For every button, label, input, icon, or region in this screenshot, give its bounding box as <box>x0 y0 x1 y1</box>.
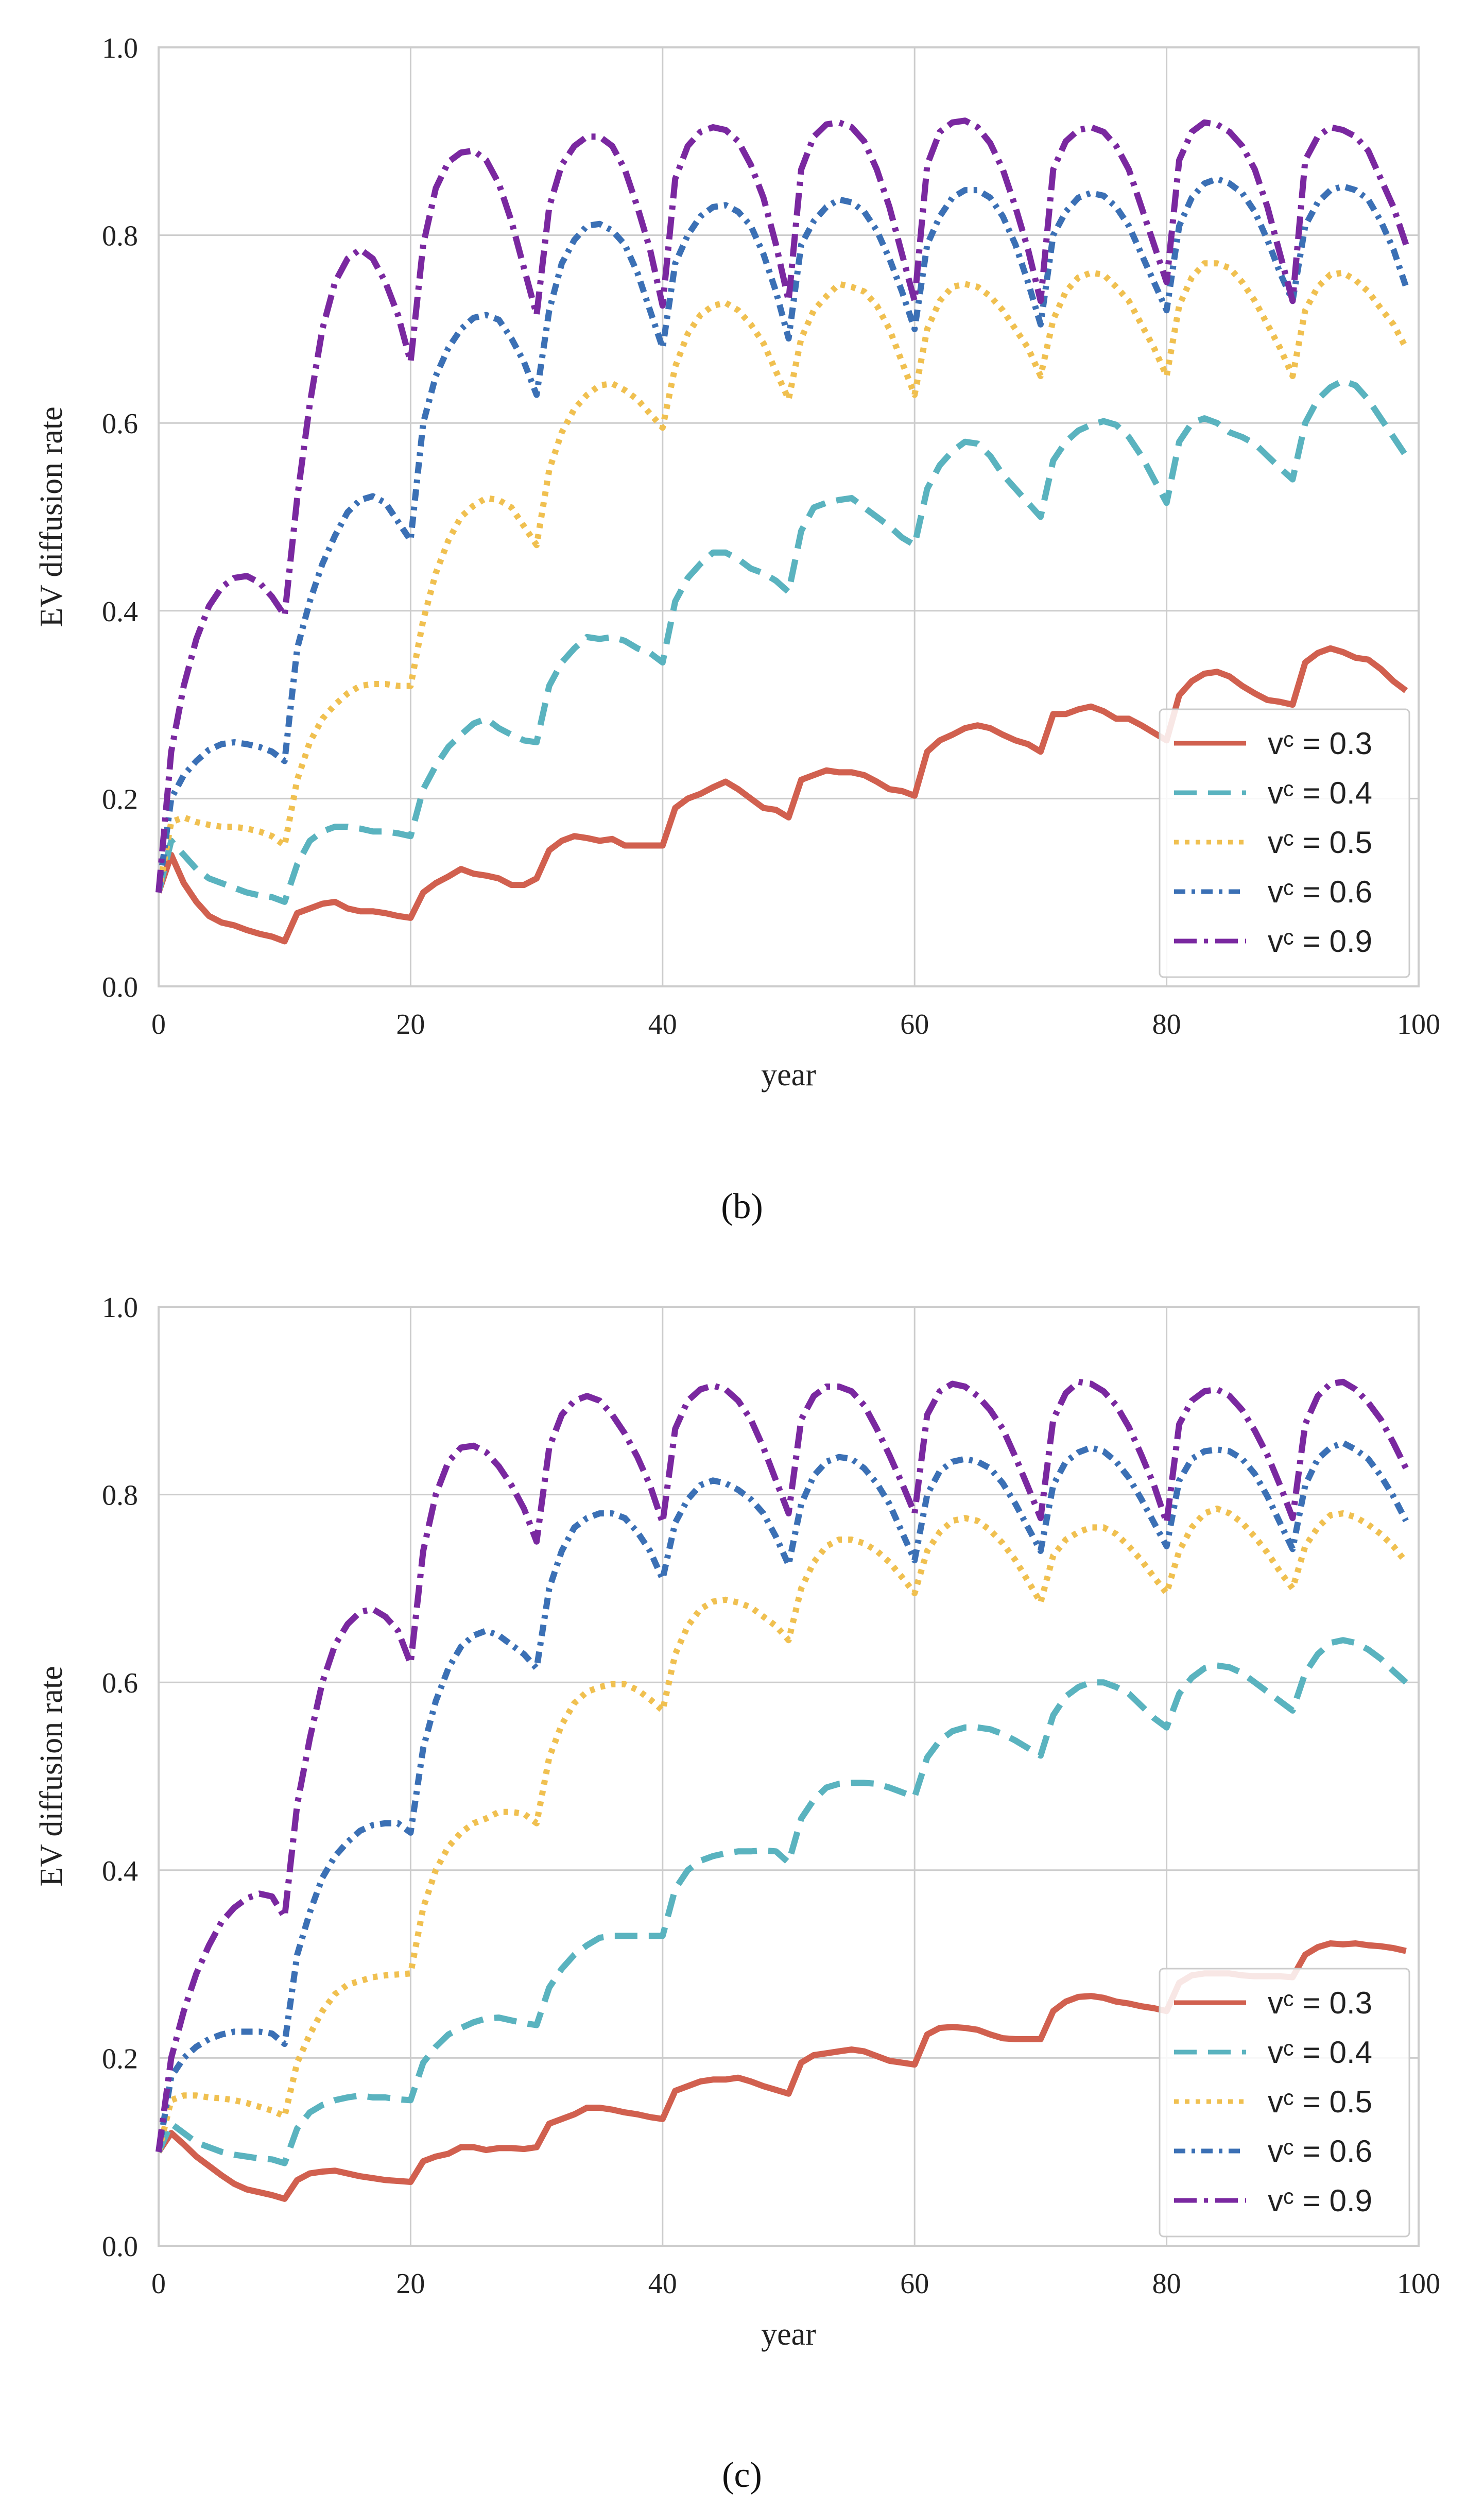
legend-label-4: vᶜ = 0.9 <box>1268 2183 1372 2218</box>
series-line-4 <box>156 117 1409 893</box>
plot-frame <box>158 1306 1420 2247</box>
x-tick-label: 100 <box>1397 2268 1440 2300</box>
legend-box <box>1159 708 1410 978</box>
chart-panel-b: 0 20 40 60 80 100 0.0 0.2 0.4 0.6 0.8 1.0 year EV dif… <box>34 32 1440 1092</box>
x-tick-label: 40 <box>648 1009 677 1040</box>
y-tick-label: 0.4 <box>102 1855 138 1887</box>
y-tick-label: 1.0 <box>102 32 138 64</box>
legend-label-1: vᶜ = 0.4 <box>1268 2035 1372 2070</box>
x-tick-label: 40 <box>648 2268 677 2300</box>
legend-label-4: vᶜ = 0.9 <box>1268 924 1372 959</box>
x-tick-label: 80 <box>1152 1009 1181 1040</box>
series-line-1 <box>156 378 1409 905</box>
legend-box <box>1159 1968 1410 2238</box>
chart-panel-c: 0 20 40 60 80 100 0.0 0.2 0.4 0.6 0.8 1.0 year EV dif… <box>34 1292 1440 2352</box>
y-tick-label: 0.0 <box>102 971 138 1003</box>
x-tick-label: 0 <box>151 1009 166 1040</box>
x-tick-label: 20 <box>396 2268 425 2300</box>
y-tick-label: 1.0 <box>102 1292 138 1324</box>
plot-frame <box>158 46 1420 987</box>
y-tick-label: 0.8 <box>102 1480 138 1512</box>
y-axis-label: EV diffusion rate <box>34 1666 69 1886</box>
legend-label-3: vᶜ = 0.6 <box>1268 2134 1372 2168</box>
legend-label-0: vᶜ = 0.3 <box>1268 1986 1372 2020</box>
y-tick-label: 0.6 <box>102 408 138 440</box>
x-tick-label: 0 <box>151 2268 166 2300</box>
y-tick-label: 0.2 <box>102 783 138 815</box>
series-line-0 <box>156 645 1408 945</box>
series-line-2 <box>156 260 1409 893</box>
y-tick-label: 0.2 <box>102 2043 138 2075</box>
series-line-4 <box>156 1378 1409 2153</box>
y-tick-label: 0.8 <box>102 220 138 252</box>
legend-label-3: vᶜ = 0.6 <box>1268 875 1372 909</box>
legend-label-2: vᶜ = 0.5 <box>1268 2085 1372 2119</box>
y-tick-label: 0.4 <box>102 596 138 628</box>
x-tick-label: 60 <box>900 1009 929 1040</box>
legend-label-2: vᶜ = 0.5 <box>1268 825 1372 860</box>
legend-label-1: vᶜ = 0.4 <box>1268 776 1372 810</box>
x-axis-label: year <box>761 1057 816 1092</box>
y-tick-label: 0.0 <box>102 2231 138 2263</box>
y-axis-label: EV diffusion rate <box>34 406 69 627</box>
series-line-3 <box>156 176 1409 893</box>
legend-label-0: vᶜ = 0.3 <box>1268 726 1372 761</box>
panel-label-c: (c) <box>722 2455 762 2495</box>
x-axis-label: year <box>761 2317 816 2352</box>
series-line-2 <box>156 1505 1409 2153</box>
x-tick-label: 80 <box>1152 2268 1181 2300</box>
series-line-1 <box>156 1637 1408 2166</box>
x-tick-label: 20 <box>396 1009 425 1040</box>
panel-label-b: (b) <box>721 1187 763 1226</box>
x-tick-label: 100 <box>1397 1009 1440 1040</box>
x-tick-label: 60 <box>900 2268 929 2300</box>
y-tick-label: 0.6 <box>102 1667 138 1699</box>
